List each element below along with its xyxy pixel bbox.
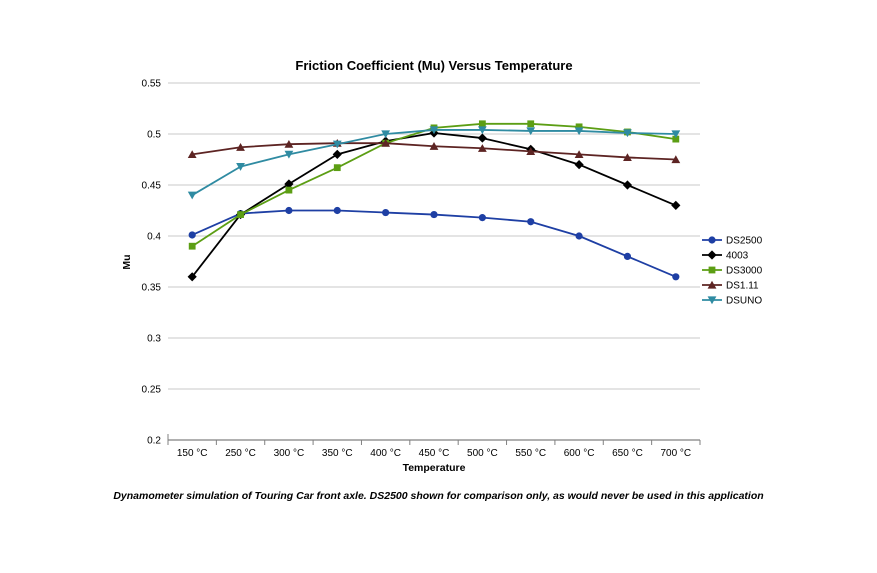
legend-marker-DS2500 bbox=[708, 236, 716, 244]
series-marker-4003 bbox=[671, 200, 681, 210]
series-marker-DS2500 bbox=[382, 208, 390, 217]
series-marker-4003 bbox=[574, 160, 584, 170]
series-marker-DS1.11 bbox=[574, 150, 584, 158]
series-marker-DS2500 bbox=[478, 214, 486, 222]
series-marker-DSUNO bbox=[526, 127, 536, 136]
x-tick-label: 250 °C bbox=[225, 448, 256, 459]
y-tick-label: 0.3 bbox=[147, 334, 161, 345]
series-marker-DS2500 bbox=[285, 206, 293, 215]
series-marker-DSUNO bbox=[623, 129, 632, 138]
series-DSUNO bbox=[187, 126, 681, 200]
y-tick-label: 0.2 bbox=[147, 436, 161, 447]
series-marker-DS2500 bbox=[623, 252, 632, 260]
series-marker-DS3000 bbox=[285, 186, 293, 194]
series-marker-DS2500 bbox=[575, 232, 583, 240]
series-marker-DSUNO bbox=[236, 163, 245, 171]
series-line-DS2500 bbox=[191, 209, 677, 278]
x-axis-title: Temperature bbox=[403, 462, 466, 474]
legend-marker-DS1.11 bbox=[707, 280, 717, 289]
x-tick-label: 600 °C bbox=[564, 448, 595, 459]
y-tick-label: 0.25 bbox=[142, 385, 162, 396]
legend-marker-4003 bbox=[707, 250, 717, 260]
series-marker-DSUNO bbox=[187, 191, 197, 200]
series-marker-DS3000 bbox=[188, 242, 196, 250]
series-marker-DSUNO bbox=[429, 126, 439, 135]
series-marker-4003 bbox=[187, 272, 197, 282]
x-tick-label: 550 °C bbox=[515, 448, 546, 459]
series-marker-DSUNO bbox=[332, 140, 342, 149]
series-marker-DS3000 bbox=[478, 120, 486, 128]
series-marker-DS2500 bbox=[672, 273, 680, 281]
x-tick-label: 500 °C bbox=[467, 448, 498, 459]
chart-title: Friction Coefficient (Mu) Versus Tempera… bbox=[295, 58, 572, 73]
series-marker-DSUNO bbox=[574, 127, 584, 136]
x-tick-label: 450 °C bbox=[419, 448, 450, 459]
legend-label-DS2500: DS2500 bbox=[726, 236, 763, 247]
series-marker-4003 bbox=[622, 180, 633, 190]
y-tick-label: 0.5 bbox=[147, 130, 161, 141]
series-marker-4003 bbox=[332, 149, 342, 159]
legend-label-4003: 4003 bbox=[726, 251, 749, 262]
y-tick-label: 0.4 bbox=[147, 232, 161, 243]
series-marker-DS1.11 bbox=[381, 138, 391, 147]
x-tick-label: 150 °C bbox=[177, 448, 208, 459]
y-axis-title: Mu bbox=[121, 254, 133, 269]
y-tick-label: 0.55 bbox=[142, 79, 162, 90]
series-marker-DS2500 bbox=[527, 218, 535, 226]
series-marker-4003 bbox=[284, 179, 294, 189]
legend-marker-DSUNO bbox=[707, 296, 717, 305]
series-marker-DSUNO bbox=[381, 130, 391, 139]
legend-label-DS3000: DS3000 bbox=[726, 266, 763, 277]
series-marker-DS3000 bbox=[575, 123, 583, 131]
series-marker-DS3000 bbox=[333, 164, 341, 172]
series-marker-DS1.11 bbox=[526, 147, 536, 155]
series-marker-DS1.11 bbox=[623, 153, 632, 162]
legend-label-DSUNO: DSUNO bbox=[726, 296, 762, 307]
y-tick-label: 0.35 bbox=[142, 283, 162, 294]
x-tick-label: 650 °C bbox=[612, 448, 643, 459]
series-marker-DS1.11 bbox=[187, 150, 197, 158]
series-marker-DS3000 bbox=[237, 211, 244, 218]
series-marker-DS3000 bbox=[672, 135, 680, 143]
series-marker-DS1.11 bbox=[671, 155, 681, 164]
chart-caption: Dynamometer simulation of Touring Car fr… bbox=[113, 490, 764, 502]
x-tick-label: 400 °C bbox=[370, 448, 401, 459]
legend-marker-DS3000 bbox=[708, 266, 716, 274]
series-marker-DS1.11 bbox=[284, 140, 294, 148]
series-marker-DS2500 bbox=[188, 231, 196, 239]
series-marker-DSUNO bbox=[477, 126, 487, 135]
series-marker-DS2500 bbox=[430, 210, 438, 219]
series-DS2500 bbox=[188, 206, 680, 281]
series-marker-4003 bbox=[477, 133, 487, 143]
series-line-4003 bbox=[191, 132, 677, 278]
series-marker-DS1.11 bbox=[236, 143, 245, 151]
y-tick-label: 0.45 bbox=[142, 181, 162, 192]
x-tick-label: 700 °C bbox=[660, 448, 691, 459]
x-tick-label: 350 °C bbox=[322, 448, 353, 459]
series-marker-DS2500 bbox=[333, 206, 341, 215]
series-DS1.11 bbox=[187, 138, 681, 164]
legend-label-DS1.11: DS1.11 bbox=[726, 281, 759, 292]
x-tick-label: 300 °C bbox=[274, 448, 305, 459]
series-marker-DSUNO bbox=[284, 150, 294, 159]
series-marker-DSUNO bbox=[671, 130, 681, 139]
legend bbox=[702, 236, 722, 305]
series-marker-DS1.11 bbox=[429, 142, 439, 150]
series-marker-DS1.11 bbox=[477, 144, 487, 152]
series-marker-DS3000 bbox=[527, 120, 535, 128]
